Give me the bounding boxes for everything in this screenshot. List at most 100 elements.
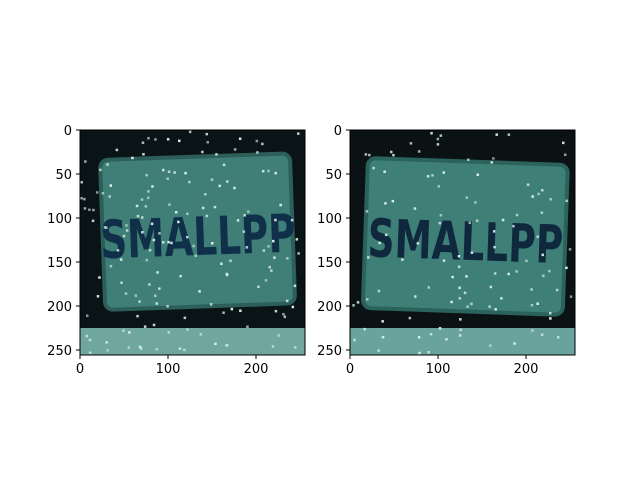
noise-speckle [549, 198, 552, 201]
noise-speckle [492, 230, 496, 233]
x-tick-label: 0 [76, 362, 84, 377]
noise-speckle [127, 346, 131, 349]
y-tick-label: 200 [317, 300, 342, 315]
noise-speckle [109, 264, 113, 268]
noise-speckle [198, 290, 201, 293]
noise-speckle [282, 313, 285, 316]
noise-speckle [125, 224, 128, 227]
noise-speckle [80, 181, 83, 184]
noise-speckle [170, 241, 173, 245]
noise-speckle [183, 348, 186, 352]
noise-speckle [218, 184, 221, 188]
noise-speckle [541, 189, 544, 192]
y-tick-label: 150 [47, 256, 72, 271]
y-tick-label: 100 [317, 212, 342, 227]
noise-speckle [147, 196, 150, 200]
license-plate: SMALLPP [361, 156, 570, 317]
noise-speckle [205, 214, 208, 218]
noise-speckle [261, 169, 265, 173]
noise-speckle [141, 141, 145, 144]
x-tick-label: 100 [156, 362, 181, 377]
noise-speckle [500, 297, 503, 300]
image-content-left: SMALLPP [80, 130, 305, 355]
plate-body [100, 153, 295, 310]
noise-speckle [429, 333, 433, 336]
noise-speckle [206, 141, 209, 144]
noise-speckle [96, 295, 100, 298]
noise-speckle [515, 270, 518, 273]
noise-speckle [495, 133, 498, 136]
noise-speckle [565, 266, 568, 270]
noise-speckle [262, 249, 266, 252]
noise-speckle [145, 258, 148, 262]
noise-speckle [134, 294, 138, 297]
noise-speckle [226, 180, 229, 183]
noise-speckle [286, 257, 289, 260]
noise-speckle [88, 208, 91, 211]
noise-speckle [167, 331, 170, 334]
noise-speckle [257, 285, 260, 289]
noise-speckle [384, 233, 388, 237]
noise-speckle [378, 241, 381, 245]
noise-speckles [352, 132, 573, 355]
noise-speckle [246, 325, 249, 328]
noise-speckle [291, 305, 295, 309]
noise-speckle [470, 302, 473, 306]
noise-speckle [474, 201, 477, 204]
noise-speckle [549, 317, 552, 320]
noise-speckle [201, 206, 205, 210]
noise-speckle [175, 211, 178, 214]
noise-speckle [392, 153, 395, 157]
noise-speckle [168, 203, 171, 206]
noise-speckle [124, 292, 128, 295]
noise-speckle [233, 148, 237, 151]
plate-text: SMALLPP [367, 208, 565, 276]
noise-speckle [225, 272, 229, 276]
noise-speckle [222, 163, 226, 167]
noise-speckle [564, 153, 567, 156]
noise-speckle [145, 173, 148, 177]
y-tick-label: 250 [317, 344, 342, 359]
plate-text: SMALLPP [99, 203, 297, 271]
noise-speckle [183, 316, 187, 320]
noise-speckle [401, 258, 404, 261]
noise-speckle [416, 242, 420, 245]
noise-speckle [530, 288, 533, 291]
noise-speckle [242, 230, 246, 233]
noise-speckle [540, 211, 544, 214]
noise-speckle [438, 327, 442, 330]
noise-speckle [186, 235, 189, 239]
noise-speckle [166, 305, 169, 308]
noise-speckle [442, 171, 445, 174]
noise-speckle [427, 286, 430, 289]
noise-speckle [92, 208, 95, 212]
noise-speckle [274, 218, 277, 222]
noise-speckle [381, 320, 384, 323]
y-tick-label: 100 [47, 212, 72, 227]
noise-speckle [141, 216, 144, 219]
noise-speckle [414, 295, 417, 298]
noise-speckle [512, 224, 515, 228]
noise-speckle [377, 349, 380, 352]
noise-speckle [476, 173, 479, 176]
x-tick-label: 100 [426, 362, 451, 377]
noise-speckle [140, 198, 144, 201]
noise-speckle [431, 174, 434, 177]
y-tick-label: 0 [64, 124, 72, 139]
noise-speckle [256, 151, 259, 154]
noise-speckle [199, 333, 202, 336]
noise-speckle [493, 245, 496, 249]
noise-speckle [294, 346, 297, 349]
noise-speckle [84, 160, 87, 163]
noise-speckle [536, 235, 539, 238]
noise-speckle [162, 241, 165, 244]
noise-speckle [144, 205, 148, 208]
plate-border [98, 151, 297, 312]
noise-speckle [261, 142, 264, 146]
noise-speckle [430, 132, 433, 135]
noise-speckle [264, 279, 268, 282]
noise-speckle [381, 335, 385, 339]
y-tick-label: 50 [325, 168, 342, 183]
noise-speckle [83, 197, 86, 201]
noise-speckle [150, 222, 154, 226]
